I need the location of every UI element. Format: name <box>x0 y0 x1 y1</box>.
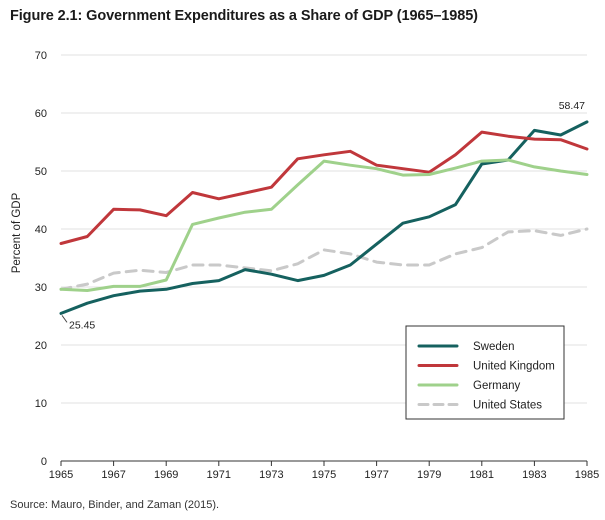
legend-label-united-kingdom: United Kingdom <box>473 361 555 373</box>
y-tick-label-10: 10 <box>35 398 47 410</box>
x-tick-label-1981: 1981 <box>470 469 494 481</box>
series-line-united-states <box>59 227 589 291</box>
source-note: Source: Mauro, Binder, and Zaman (2015). <box>10 499 220 511</box>
legend-label-germany: Germany <box>473 380 521 392</box>
x-tick-label-1977: 1977 <box>364 469 388 481</box>
x-tick-label-1975: 1975 <box>312 469 336 481</box>
x-tick-label-1985: 1985 <box>575 469 599 481</box>
annotation-leader <box>61 315 68 323</box>
series-lines <box>59 120 589 315</box>
y-axis-ticks: 0 10 20 30 40 50 60 70 <box>35 50 47 468</box>
annotation-value-end: 58.47 <box>559 100 585 112</box>
legend: Sweden United Kingdom Germany United States <box>405 325 565 420</box>
x-tick-label-1973: 1973 <box>259 469 283 481</box>
y-tick-label-60: 60 <box>35 108 47 120</box>
x-tick-label-1971: 1971 <box>207 469 231 481</box>
x-tick-label-1967: 1967 <box>101 469 125 481</box>
chart-title: Figure 2.1: Government Expenditures as a… <box>10 8 478 24</box>
y-axis-label: Percent of GDP <box>11 192 23 273</box>
legend-label-sweden: Sweden <box>473 341 515 353</box>
series-line-sweden <box>59 120 589 315</box>
y-tick-label-0: 0 <box>41 456 47 468</box>
x-tick-label-1979: 1979 <box>417 469 441 481</box>
annotation-value-start: 25.45 <box>69 319 95 331</box>
y-tick-label-30: 30 <box>35 282 47 294</box>
legend-label-united-states: United States <box>473 400 542 412</box>
y-tick-label-50: 50 <box>35 166 47 178</box>
x-axis-ticks: 1965 1967 1969 1971 1973 1975 1977 1979 1981 1983… <box>49 461 599 481</box>
y-tick-label-70: 70 <box>35 50 47 62</box>
annotations: 58.47 25.45 <box>61 100 585 331</box>
series-line-germany <box>59 158 589 292</box>
legend-box <box>405 325 565 420</box>
y-tick-label-20: 20 <box>35 340 47 352</box>
y-tick-label-40: 40 <box>35 224 47 236</box>
x-tick-label-1969: 1969 <box>154 469 178 481</box>
x-tick-label-1965: 1965 <box>49 469 73 481</box>
x-tick-label-1983: 1983 <box>522 469 546 481</box>
series-line-united-kingdom <box>59 130 589 245</box>
